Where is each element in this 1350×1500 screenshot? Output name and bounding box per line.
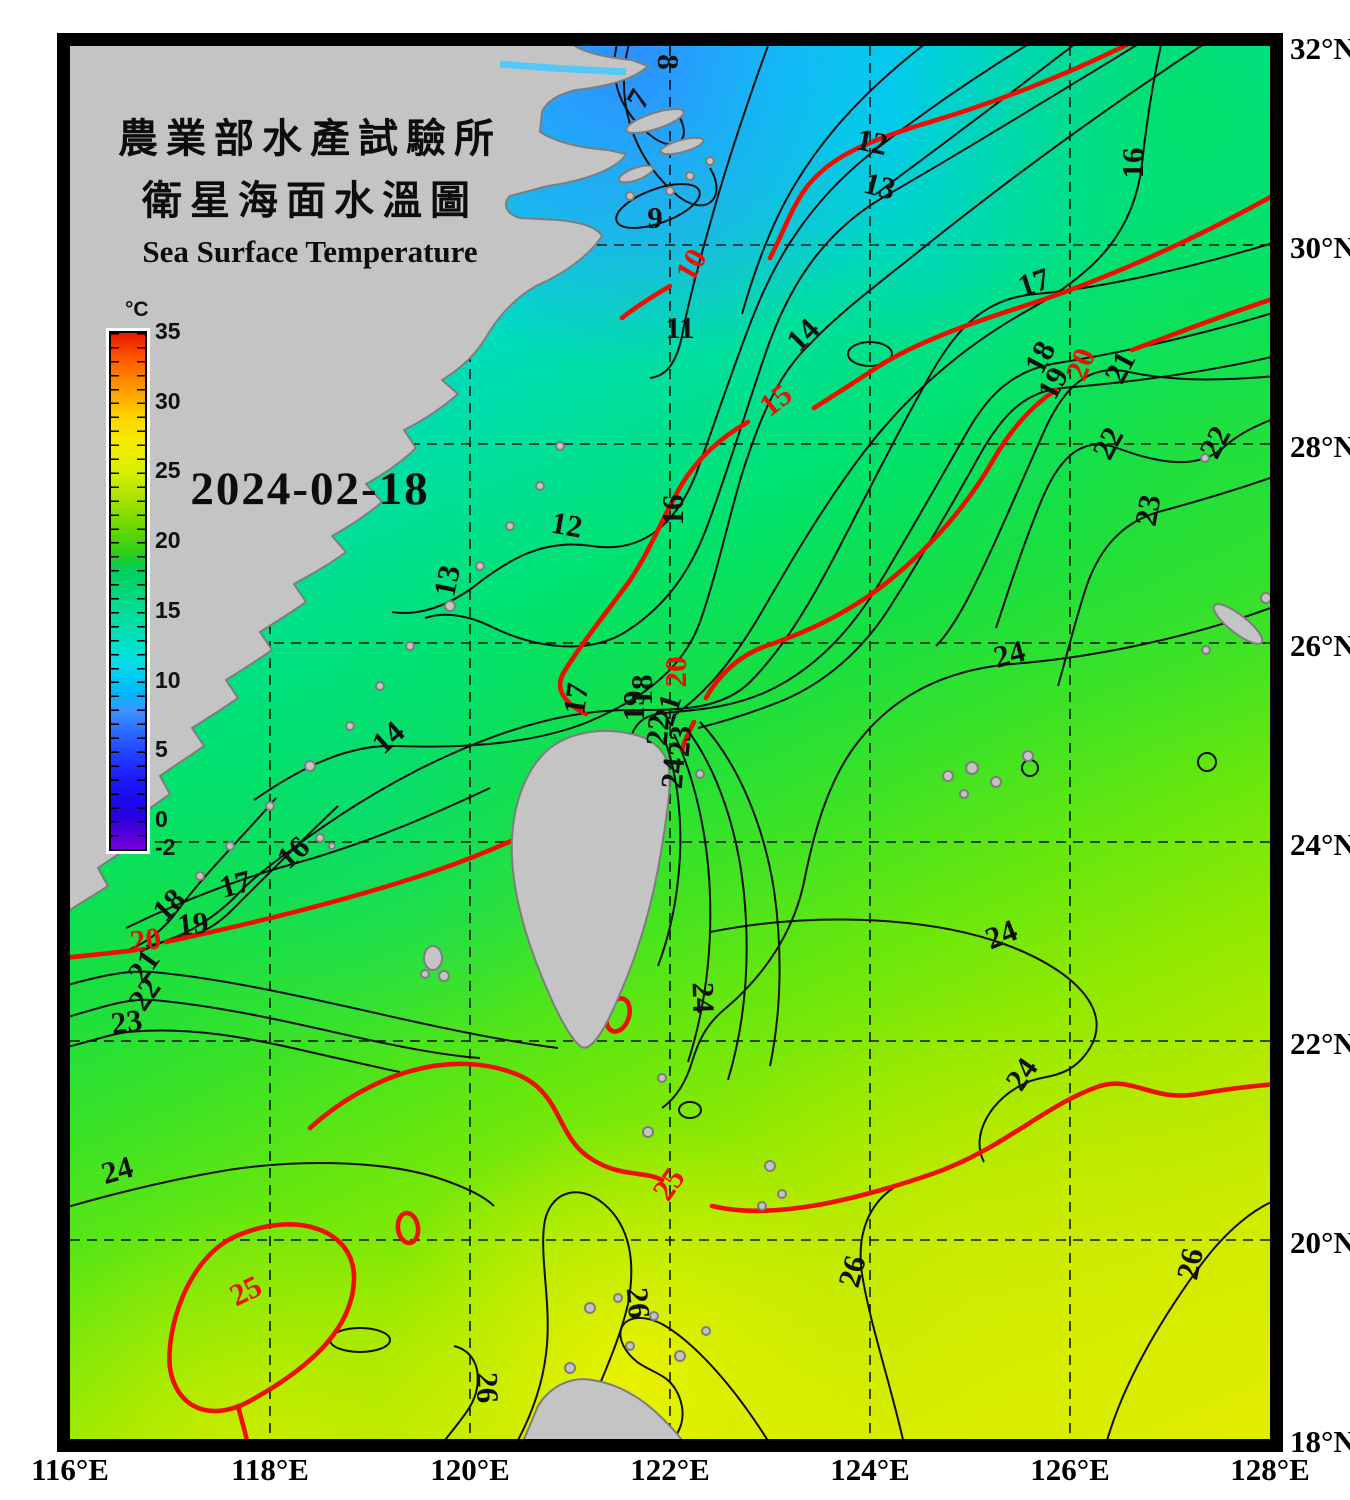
- zhoushan-archipelago: [617, 108, 715, 201]
- luzon-island: [523, 1378, 683, 1439]
- lat-tick-30°N: 30°N: [1290, 230, 1350, 265]
- isotherm-label-24: 24: [685, 982, 721, 1014]
- title-english: Sea Surface Temperature: [142, 234, 478, 269]
- lon-tick-124°E: 124°E: [830, 1452, 910, 1487]
- lat-tick-18°N: 18°N: [1290, 1424, 1350, 1459]
- isotherm-label-23: 23: [1128, 492, 1168, 529]
- colorbar-tick-35: 35: [155, 318, 181, 344]
- isotherm-label-20: 20: [128, 920, 164, 959]
- isotherm-label-23: 23: [661, 724, 699, 758]
- colorbar-tick-30: 30: [155, 387, 181, 414]
- date-label: 2024-02-18: [190, 463, 430, 515]
- colorbar-ticks-left: [111, 333, 119, 849]
- lon-tick-120°E: 120°E: [430, 1452, 510, 1487]
- colorbar-tick-25: 25: [155, 457, 181, 484]
- colorbar-tick-20: 20: [155, 527, 181, 554]
- land-masses: [70, 46, 1270, 1439]
- lat-tick-32°N: 32°N: [1290, 31, 1350, 66]
- colorbar-tick-0: 0: [155, 806, 168, 833]
- colorbar-gradient: [109, 331, 147, 851]
- lat-tick-20°N: 20°N: [1290, 1225, 1350, 1260]
- isotherm-label-19: 19: [176, 905, 210, 943]
- coastal-islets: [195, 441, 565, 881]
- lat-tick-22°N: 22°N: [1290, 1026, 1350, 1061]
- isotherm-label-22: 22: [639, 713, 677, 747]
- isotherm-label-23: 23: [109, 1002, 145, 1041]
- penghu-islands: [420, 945, 450, 982]
- isotherm-label-24: 24: [654, 756, 692, 790]
- isotherms-black: [70, 46, 1270, 1439]
- colorbar-tick-10: 10: [155, 666, 181, 693]
- title-block: 農業部水產試驗所 衛星海面水溫圖 Sea Surface Temperature: [90, 108, 530, 270]
- isotherm-label-18: 18: [624, 675, 659, 706]
- title-cjk-line1: 農業部水產試驗所: [118, 116, 502, 161]
- isotherm-label-17: 17: [556, 681, 595, 717]
- isotherm-label-16: 16: [1115, 148, 1150, 179]
- colorbar-tick-labels: 35 30 25 20 15 10 5 0 -2: [155, 319, 225, 859]
- graticule: [70, 46, 1270, 1439]
- lat-tick-26°N: 26°N: [1290, 628, 1350, 663]
- lon-tick-118°E: 118°E: [231, 1452, 309, 1487]
- colorbar-tick-5: 5: [155, 736, 168, 763]
- lon-tick-122°E: 122°E: [630, 1452, 710, 1487]
- lon-tick-128°E: 128°E: [1230, 1452, 1310, 1487]
- isotherm-label-26: 26: [469, 1372, 505, 1404]
- isotherm-label-16: 16: [655, 495, 690, 526]
- isotherm-label-12: 12: [853, 121, 891, 162]
- lon-tick-126°E: 126°E: [1030, 1452, 1110, 1487]
- lat-tick-24°N: 24°N: [1290, 827, 1350, 862]
- colorbar-unit: °C: [125, 298, 149, 321]
- lon-tick-116°E: 116°E: [31, 1452, 109, 1487]
- taiwan-island: [510, 729, 671, 1049]
- map-frame: 8 7 9 10 11 12 13 14 15 16 17 18 19 20 21 22 22 23 12 13 16 1…: [57, 33, 1283, 1452]
- isotherm-label-20: 20: [658, 657, 693, 688]
- colorbar-tick--2: -2: [155, 834, 176, 860]
- title-cjk-line2: 衛星海面水溫圖: [142, 178, 478, 223]
- ryukyu-islands: [942, 453, 1270, 799]
- isotherm-label-26: 26: [1169, 1245, 1210, 1283]
- isotherm-label-11: 11: [665, 310, 694, 345]
- lat-tick-28°N: 28°N: [1290, 429, 1350, 464]
- isotherm-label-26: 26: [620, 1286, 658, 1320]
- colorbar-tick-15: 15: [155, 596, 181, 623]
- isotherm-label-19: 19: [616, 691, 651, 722]
- small-islands-south: [564, 769, 787, 1374]
- isotherm-label-8: 8: [651, 54, 686, 70]
- isotherm-label-9: 9: [647, 200, 663, 235]
- isotherms-red: [70, 46, 1270, 1439]
- china-mainland: [70, 46, 649, 916]
- yangtze-channel: [499, 60, 627, 76]
- colorbar-ticks-right: [137, 333, 145, 849]
- isotherm-label-13: 13: [426, 562, 467, 600]
- isotherm-label-12: 12: [549, 505, 586, 545]
